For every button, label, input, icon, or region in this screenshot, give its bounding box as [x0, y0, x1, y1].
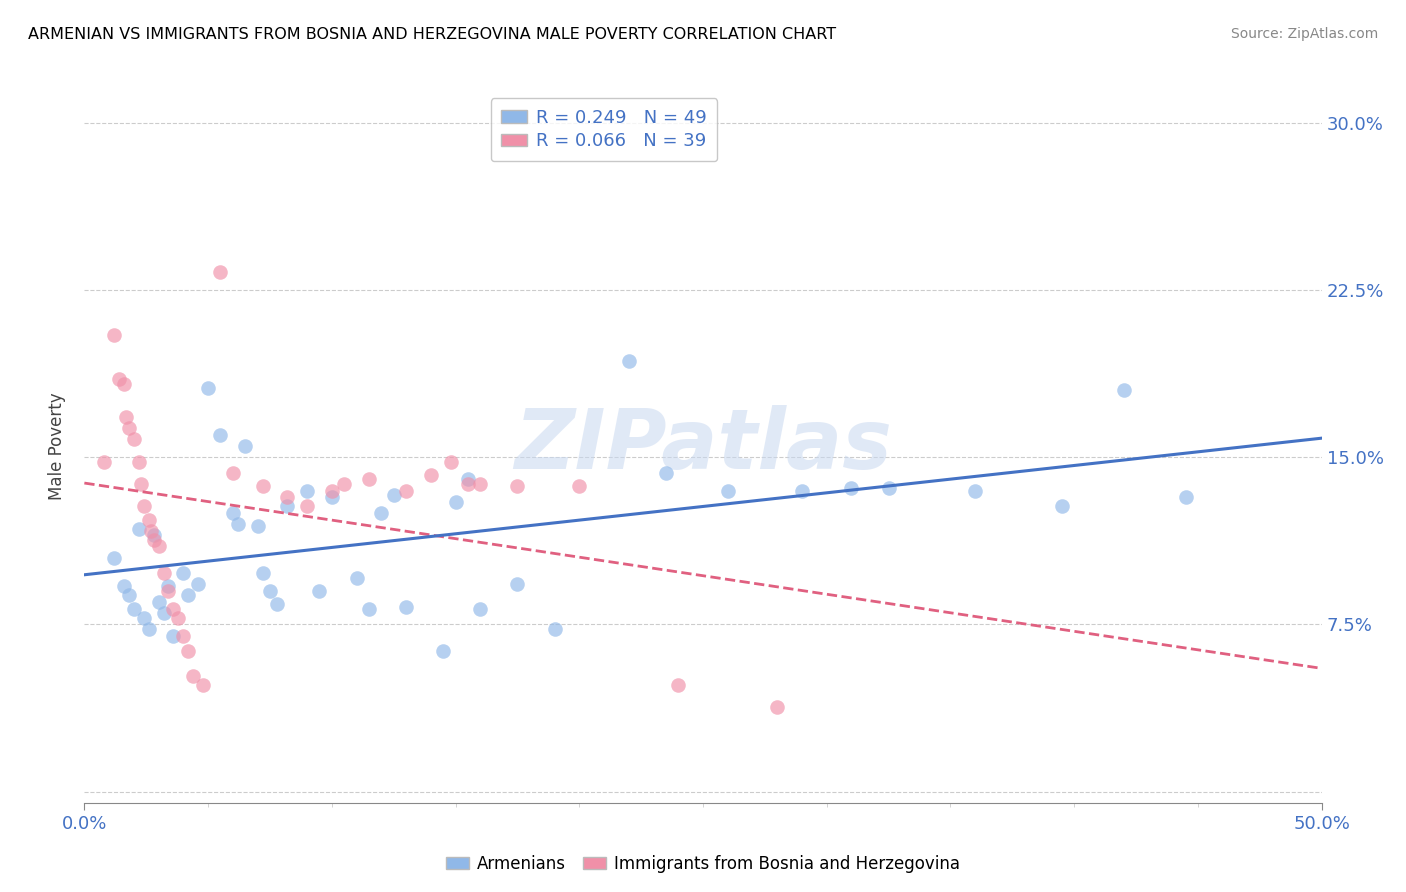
Point: [444, 494, 467, 508]
Point: [118, 421, 141, 435]
Point: [226, 517, 249, 532]
Point: [321, 483, 343, 498]
Point: [132, 500, 155, 514]
Point: [157, 583, 180, 598]
Point: [132, 610, 155, 624]
Point: [877, 481, 900, 495]
Point: [115, 409, 138, 424]
Point: [181, 669, 204, 683]
Point: [172, 628, 194, 642]
Point: [177, 644, 200, 658]
Point: [1050, 500, 1073, 514]
Point: [118, 589, 141, 603]
Point: [138, 512, 160, 526]
Point: [543, 622, 565, 636]
Point: [187, 577, 209, 591]
Point: [308, 583, 330, 598]
Point: [568, 479, 591, 493]
Point: [295, 500, 318, 514]
Point: [108, 372, 131, 386]
Text: ARMENIAN VS IMMIGRANTS FROM BOSNIA AND HERZEGOVINA MALE POVERTY CORRELATION CHAR: ARMENIAN VS IMMIGRANTS FROM BOSNIA AND H…: [28, 27, 837, 42]
Point: [370, 506, 392, 520]
Point: [965, 483, 987, 498]
Point: [93, 455, 115, 469]
Point: [457, 476, 479, 491]
Y-axis label: Male Poverty: Male Poverty: [48, 392, 66, 500]
Point: [506, 479, 529, 493]
Point: [259, 583, 281, 598]
Point: [222, 506, 245, 520]
Point: [1174, 490, 1197, 504]
Point: [191, 678, 214, 692]
Point: [142, 528, 165, 542]
Point: [655, 466, 678, 480]
Point: [276, 490, 298, 504]
Point: [112, 376, 135, 391]
Point: [395, 599, 418, 614]
Point: [162, 601, 184, 615]
Point: [357, 472, 380, 486]
Point: [333, 476, 356, 491]
Point: [841, 481, 863, 495]
Point: [177, 589, 200, 603]
Point: [790, 483, 813, 498]
Point: [439, 455, 461, 469]
Point: [128, 455, 150, 469]
Point: [103, 550, 125, 565]
Text: Source: ZipAtlas.com: Source: ZipAtlas.com: [1230, 27, 1378, 41]
Point: [148, 539, 170, 553]
Point: [419, 467, 441, 482]
Point: [152, 566, 174, 580]
Point: [666, 678, 689, 692]
Legend: Armenians, Immigrants from Bosnia and Herzegovina: Armenians, Immigrants from Bosnia and He…: [439, 848, 967, 880]
Point: [506, 577, 529, 591]
Point: [142, 533, 165, 547]
Text: ZIPatlas: ZIPatlas: [515, 406, 891, 486]
Point: [167, 610, 190, 624]
Point: [717, 483, 740, 498]
Point: [432, 644, 454, 658]
Point: [197, 381, 219, 395]
Point: [321, 490, 343, 504]
Point: [209, 265, 232, 279]
Point: [141, 524, 163, 538]
Point: [252, 566, 274, 580]
Point: [148, 595, 170, 609]
Point: [395, 483, 418, 498]
Point: [152, 607, 174, 621]
Point: [138, 622, 160, 636]
Point: [617, 354, 640, 368]
Point: [162, 628, 184, 642]
Point: [122, 601, 145, 615]
Point: [470, 601, 492, 615]
Point: [233, 439, 256, 453]
Point: [252, 479, 274, 493]
Point: [122, 432, 145, 446]
Point: [346, 571, 368, 585]
Point: [112, 580, 135, 594]
Point: [1112, 384, 1135, 398]
Point: [246, 519, 269, 533]
Point: [172, 566, 194, 580]
Point: [357, 601, 380, 615]
Legend: R = 0.249   N = 49, R = 0.066   N = 39: R = 0.249 N = 49, R = 0.066 N = 39: [491, 98, 717, 161]
Point: [103, 327, 125, 342]
Point: [128, 521, 150, 535]
Point: [209, 427, 232, 442]
Point: [276, 500, 298, 514]
Point: [457, 472, 479, 486]
Point: [266, 598, 288, 612]
Point: [222, 466, 245, 480]
Point: [382, 488, 405, 502]
Point: [157, 580, 180, 594]
Point: [766, 699, 789, 714]
Point: [129, 476, 152, 491]
Point: [470, 476, 492, 491]
Point: [295, 483, 318, 498]
